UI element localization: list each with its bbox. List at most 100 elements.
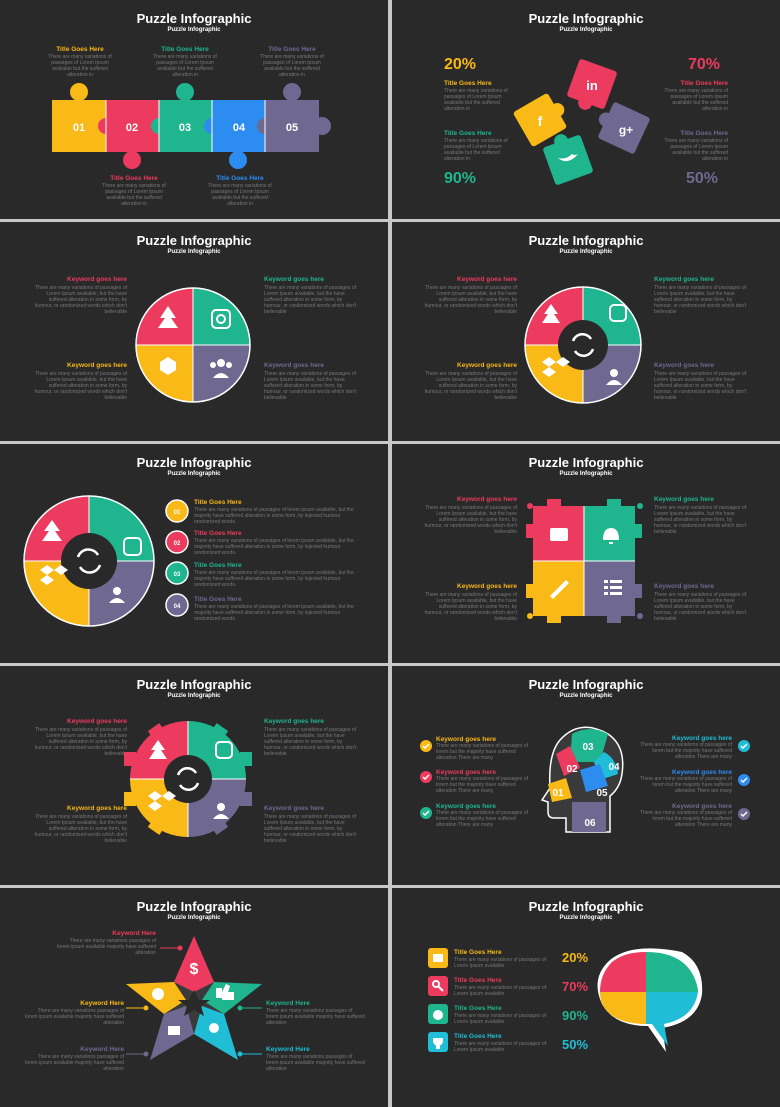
keyword-text: There are many variations of passages of…: [424, 592, 517, 622]
piece-number: 01: [552, 788, 564, 799]
piece-number: 02: [566, 764, 578, 775]
slide-2[interactable]: Puzzle Infographic Puzzle Infographic 20…: [392, 0, 780, 219]
piece-number: 06: [584, 818, 596, 829]
keyword-text: There are many variations of passages of…: [654, 592, 747, 622]
keyword-title: Keyword goes here: [67, 805, 127, 812]
label-title: Title Goes Here: [680, 130, 728, 137]
keyword-title: Keyword goes here: [264, 718, 324, 725]
star-puzzle: $: [126, 936, 262, 1060]
keyword-text: There are many variations passages of lo…: [25, 1054, 124, 1072]
slide-5[interactable]: Puzzle Infographic Puzzle Infographic 01…: [0, 444, 388, 663]
slide-title: Puzzle Infographic: [136, 11, 252, 26]
label-title: Title Goes Here: [56, 46, 104, 53]
slide-subtitle: Puzzle Infographic: [559, 693, 613, 699]
slide-4[interactable]: Puzzle Infographic Puzzle Infographic Ke…: [392, 222, 780, 441]
location-icon: [209, 1023, 219, 1033]
percent-value: 20%: [562, 950, 589, 965]
briefcase-icon: [550, 528, 568, 541]
percent-value: 90%: [444, 170, 477, 187]
slide-6[interactable]: Puzzle Infographic Puzzle Infographic Ke…: [392, 444, 780, 663]
globe-icon: [152, 988, 164, 1000]
keyword-title: Keyword goes here: [436, 769, 496, 776]
keyword-text: There are many variations of passages of…: [34, 371, 127, 401]
keyword-text: There are many variations of passages of…: [424, 371, 517, 401]
puzzle-piece-3: [159, 100, 212, 152]
label-title: Title Goes Here: [268, 46, 316, 53]
keyword-title: Keyword goes here: [67, 718, 127, 725]
slide-subtitle: Puzzle Infographic: [167, 693, 221, 699]
slide-10[interactable]: Puzzle Infographic Puzzle Infographic Ti…: [392, 888, 780, 1107]
piece-number: 05: [286, 122, 298, 134]
label-text: There are many variations of passages of…: [444, 88, 508, 112]
head-puzzle: 03 02 04 05 01 06: [420, 726, 750, 833]
keyword-text: There are many variations of passages of…: [264, 727, 357, 757]
bell-icon: [603, 528, 619, 544]
speech-bubble-puzzle: [428, 948, 703, 1052]
slide-1[interactable]: Puzzle Infographic Puzzle Infographic Ti…: [0, 0, 388, 219]
keyword-text: There are many variations of passages of…: [640, 742, 732, 760]
keyword-title: Keyword goes here: [457, 276, 517, 283]
keyword-title: Keyword goes here: [654, 583, 714, 590]
layers-icon: [433, 954, 443, 962]
slide-subtitle: Puzzle Infographic: [167, 249, 221, 255]
keyword-text: There are many variations of passages of…: [34, 285, 127, 315]
slide-subtitle: Puzzle Infographic: [167, 27, 221, 33]
label-text: There are many variations of passages of…: [48, 54, 112, 78]
slide-9[interactable]: Puzzle Infographic Puzzle Infographic $ …: [0, 888, 388, 1107]
keyword-text: There are many variations of passages of…: [424, 505, 517, 535]
keyword-text: There are many variations of passages of…: [34, 727, 127, 757]
keyword-title: Keyword goes here: [654, 276, 714, 283]
magic-wand-icon: [550, 580, 569, 599]
users-icon: [217, 803, 225, 811]
keyword-title: Keyword goes here: [672, 769, 732, 776]
label-text: There are many variations of passages of…: [260, 54, 324, 78]
keyword-text: There are many variations of passages of…: [436, 776, 528, 794]
keyword-title: Keyword goes here: [436, 736, 496, 743]
flag-icon: [168, 1026, 180, 1035]
social-puzzle: f in g+: [513, 59, 650, 185]
item-text: There are many variations of passages of…: [454, 1013, 546, 1025]
item-number: 03: [174, 572, 181, 578]
item-text: There are many variations of passages of…: [194, 507, 354, 525]
instagram-icon: [123, 537, 142, 556]
trophy-icon: [433, 1038, 443, 1049]
slide-title: Puzzle Infographic: [528, 11, 644, 26]
keyword-text: There are many variations of passages of…: [640, 810, 732, 828]
slide-subtitle: Puzzle Infographic: [559, 27, 613, 33]
slide-title: Puzzle Infographic: [136, 455, 252, 470]
slide-3[interactable]: Puzzle Infographic Puzzle Infographic Ke…: [0, 222, 388, 441]
item-title: Title Goes Here: [194, 562, 242, 569]
item-text: There are many variations of passages of…: [454, 957, 546, 969]
slide-8[interactable]: Puzzle Infographic Puzzle Infographic 03…: [392, 666, 780, 885]
piece-number: 03: [179, 122, 191, 134]
slide-title: Puzzle Infographic: [136, 233, 252, 248]
keyword-text: There are many variations of passages of…: [424, 285, 517, 315]
keyword-title: Keyword goes here: [654, 362, 714, 369]
label-title: Title Goes Here: [161, 46, 209, 53]
instagram-icon: [211, 309, 231, 329]
dashboard-icon: [433, 1010, 443, 1020]
keyword-text: There are many variations passages of lo…: [266, 1008, 365, 1026]
item-text: There are many variations of passages of…: [194, 604, 354, 622]
tree-icon: [158, 306, 178, 328]
users-icon: [610, 369, 618, 377]
label-text: There are many variations of passages of…: [102, 183, 166, 207]
keyword-title: Keyword goes here: [672, 803, 732, 810]
slide-title: Puzzle Infographic: [136, 899, 252, 914]
key-icon: [432, 980, 440, 988]
linkedin-icon: in: [586, 78, 598, 93]
slide-title: Puzzle Infographic: [528, 677, 644, 692]
refresh-icon: [76, 548, 102, 574]
slide-7[interactable]: Puzzle Infographic Puzzle Infographic Ke…: [0, 666, 388, 885]
label-title: Title Goes Here: [110, 175, 158, 182]
keyword-title: Keyword Here: [80, 1046, 124, 1053]
gear-puzzle: [526, 499, 643, 623]
label-title: Title Goes Here: [216, 175, 264, 182]
dollar-icon: $: [190, 961, 199, 978]
tree-icon: [542, 304, 560, 323]
keyword-text: There are many variations passages of lo…: [266, 1054, 365, 1072]
dropbox-icon: [160, 357, 176, 375]
keyword-title: Keyword goes here: [67, 362, 127, 369]
keyword-title: Keyword goes here: [672, 735, 732, 742]
keyword-text: There are many variations of passages of…: [264, 371, 357, 401]
